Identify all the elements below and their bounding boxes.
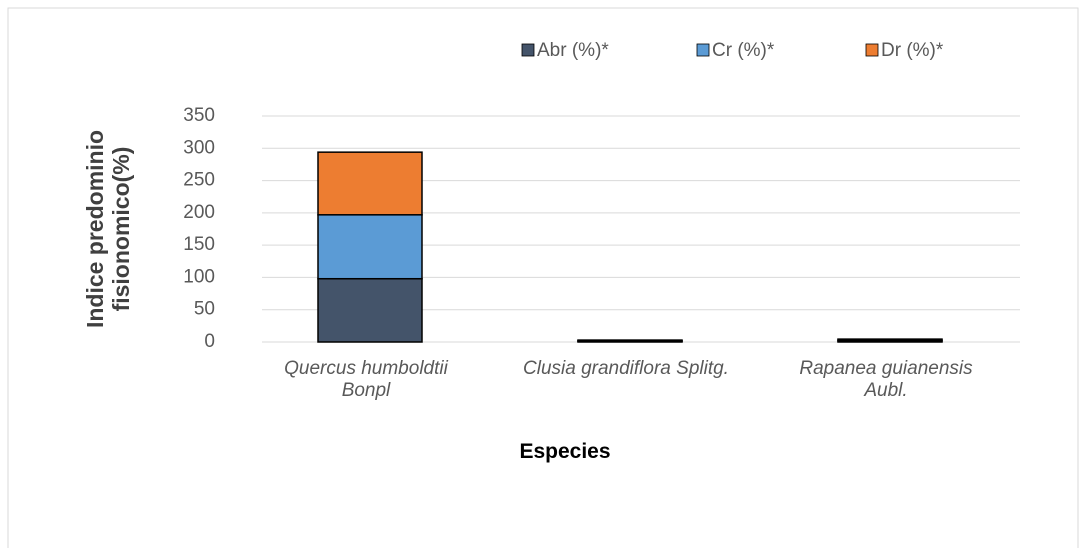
legend-swatch bbox=[521, 43, 535, 57]
bar-segment bbox=[317, 214, 423, 280]
y-tick-label: 0 bbox=[204, 331, 215, 352]
y-tick-label: 250 bbox=[183, 170, 215, 191]
chart-border bbox=[7, 7, 1079, 548]
legend-label: Cr (%)* bbox=[712, 40, 775, 61]
y-tick-label: 350 bbox=[183, 105, 215, 126]
legend-swatch bbox=[696, 43, 710, 57]
y-tick-label: 100 bbox=[183, 266, 215, 287]
x-tick-label: Quercus humboldtii Bonpl bbox=[284, 358, 448, 401]
legend-label: Dr (%)* bbox=[881, 40, 944, 61]
legend-label: Abr (%)* bbox=[537, 40, 609, 61]
bar-segment bbox=[837, 338, 943, 341]
y-axis-title: Indice predominio fisionomico(%) bbox=[82, 129, 134, 329]
y-tick-label: 50 bbox=[194, 299, 215, 320]
bar-segment bbox=[317, 277, 423, 343]
y-tick-label: 200 bbox=[183, 202, 215, 223]
bar-segment bbox=[577, 339, 683, 342]
x-tick-label: Rapanea guianensis Aubl. bbox=[799, 358, 973, 401]
bar-segment bbox=[317, 151, 423, 216]
x-tick-label: Clusia grandiflora Splitg. bbox=[523, 358, 729, 379]
legend-swatch bbox=[865, 43, 879, 57]
x-axis-title: Especies bbox=[519, 440, 611, 463]
y-tick-label: 300 bbox=[183, 137, 215, 158]
y-tick-label: 150 bbox=[183, 234, 215, 255]
